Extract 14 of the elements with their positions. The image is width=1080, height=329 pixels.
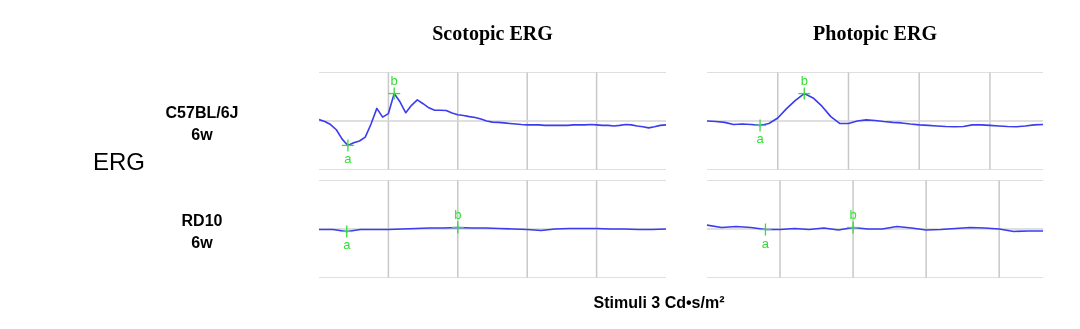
chart-title: Photopic ERG — [812, 22, 938, 45]
y-axis-title: C57BL/6J 6w — [164, 103, 240, 145]
x-axis-title: Stimuli 3 Cd•s/m² — [592, 294, 726, 312]
text: b — [800, 72, 808, 88]
text: a — [761, 235, 770, 251]
text: a — [343, 237, 352, 253]
text: b — [454, 206, 462, 222]
text: ERG — [92, 148, 146, 176]
text: a — [756, 131, 765, 147]
text: b — [849, 206, 857, 222]
text: b — [390, 72, 398, 88]
y-axis-title: RD10 6w — [180, 211, 224, 253]
chart-title: Scotopic ERG — [431, 22, 554, 45]
text: a — [344, 151, 353, 167]
